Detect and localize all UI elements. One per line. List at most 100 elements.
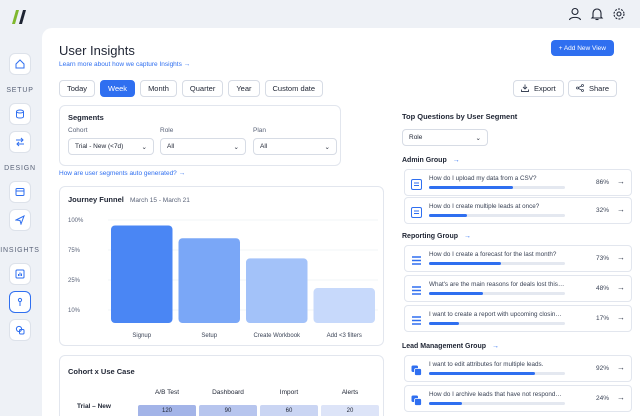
list-icon bbox=[411, 205, 422, 218]
role-value: All bbox=[167, 143, 175, 150]
funnel-bar[interactable] bbox=[111, 225, 173, 323]
layout-icon[interactable] bbox=[9, 181, 31, 203]
user-insights-icon[interactable] bbox=[9, 291, 31, 313]
top-bar bbox=[0, 0, 640, 32]
question-text: I want to create a report with upcoming … bbox=[429, 311, 565, 318]
question-pct: 24% bbox=[595, 395, 609, 402]
question-bar bbox=[429, 322, 565, 325]
page-title: User Insights bbox=[59, 43, 135, 58]
arrow-right-icon[interactable]: → bbox=[617, 283, 625, 292]
question-pct: 48% bbox=[595, 285, 609, 292]
question-row[interactable]: How do I archive leads that have not res… bbox=[404, 385, 632, 412]
left-rail: SETUP DESIGN INSIGHTS bbox=[0, 32, 40, 416]
tab-quarter[interactable]: Quarter bbox=[181, 80, 224, 97]
plan-select[interactable]: All ⌄ bbox=[253, 138, 337, 155]
tab-week[interactable]: Week bbox=[100, 80, 136, 97]
arrow-right-icon[interactable]: → bbox=[617, 363, 625, 372]
bell-icon[interactable] bbox=[590, 7, 604, 21]
group-admin[interactable]: Admin Group → bbox=[402, 157, 460, 164]
arrow-right-icon[interactable]: → bbox=[617, 253, 625, 262]
segments-title: Segments bbox=[68, 113, 104, 122]
funnel-bar[interactable] bbox=[246, 258, 308, 323]
question-row[interactable]: How do I create a forecast for the last … bbox=[404, 245, 632, 272]
user-icon[interactable] bbox=[568, 7, 582, 21]
cohort-select[interactable]: Trial - New (<7d) ⌄ bbox=[68, 138, 154, 155]
question-pct: 17% bbox=[595, 315, 609, 322]
export-label: Export bbox=[534, 84, 556, 93]
share-label: Share bbox=[589, 84, 610, 93]
funnel-bar[interactable] bbox=[313, 288, 376, 323]
cohort-cell[interactable]: 20 bbox=[321, 405, 379, 416]
question-bar-fill bbox=[429, 262, 502, 265]
role-label: Role bbox=[160, 127, 174, 134]
funnel-title: Journey Funnel bbox=[68, 195, 124, 204]
share-icon bbox=[576, 83, 584, 94]
question-text: How do I create a forecast for the last … bbox=[429, 251, 557, 258]
question-text: How do I upload my data from a CSV? bbox=[429, 175, 537, 182]
group-reporting[interactable]: Reporting Group → bbox=[402, 233, 471, 240]
chart-icon[interactable] bbox=[9, 263, 31, 285]
question-bar bbox=[429, 262, 565, 265]
cohort-cell[interactable]: 120 bbox=[138, 405, 196, 416]
question-pct: 32% bbox=[595, 207, 609, 214]
home-icon[interactable] bbox=[9, 53, 31, 75]
copy-search-icon[interactable] bbox=[9, 319, 31, 341]
logo-icon[interactable] bbox=[12, 9, 28, 30]
question-role-select[interactable]: Role ⌄ bbox=[402, 129, 488, 146]
gear-icon[interactable] bbox=[612, 7, 626, 21]
send-icon[interactable] bbox=[9, 209, 31, 231]
question-row[interactable]: How do I create multiple leads at once? … bbox=[404, 197, 632, 224]
add-new-view-button[interactable]: + Add New View bbox=[550, 40, 614, 56]
question-row[interactable]: I want to create a report with upcoming … bbox=[404, 305, 632, 332]
cohort-title: Cohort x Use Case bbox=[68, 367, 135, 376]
cohort-cell[interactable]: 90 bbox=[199, 405, 257, 416]
question-row[interactable]: How do I upload my data from a CSV? 86% … bbox=[404, 169, 632, 196]
main-panel: User Insights Learn more about how we ca… bbox=[42, 28, 640, 416]
question-bar bbox=[429, 292, 565, 295]
cohort-col-ab-test: A/B Test bbox=[154, 389, 180, 396]
rail-section-design: DESIGN bbox=[4, 165, 36, 172]
question-bar-fill bbox=[429, 402, 462, 405]
group-lead-management[interactable]: Lead Management Group → bbox=[402, 343, 500, 350]
sync-icon[interactable] bbox=[9, 131, 31, 153]
arrow-right-icon[interactable]: → bbox=[617, 313, 625, 322]
x-tick-label: Create Workbook bbox=[253, 333, 301, 339]
share-button[interactable]: Share bbox=[568, 80, 618, 97]
export-icon bbox=[521, 84, 529, 94]
database-icon[interactable] bbox=[9, 103, 31, 125]
date-range-tabs: Today Week Month Quarter Year Custom dat… bbox=[59, 80, 324, 97]
tab-month[interactable]: Month bbox=[140, 80, 177, 97]
report-icon bbox=[411, 313, 422, 325]
leads-icon bbox=[411, 393, 422, 406]
question-row[interactable]: What's are the main reasons for deals lo… bbox=[404, 275, 632, 302]
question-pct: 73% bbox=[595, 255, 609, 262]
question-text: How do I create multiple leads at once? bbox=[429, 203, 540, 210]
cohort-cell[interactable]: 60 bbox=[260, 405, 318, 416]
y-tick-label: 75% bbox=[68, 248, 81, 254]
cohort-col-alerts: Alerts bbox=[341, 389, 359, 396]
export-button[interactable]: Export bbox=[513, 80, 564, 97]
question-pct: 92% bbox=[595, 365, 609, 372]
rail-section-insights: INSIGHTS bbox=[0, 247, 40, 254]
question-bar bbox=[429, 372, 565, 375]
arrow-right-icon[interactable]: → bbox=[617, 205, 625, 214]
x-tick-label: Signup bbox=[132, 333, 151, 339]
arrow-right-icon[interactable]: → bbox=[617, 177, 625, 186]
question-bar bbox=[429, 402, 565, 405]
question-bar-fill bbox=[429, 372, 536, 375]
funnel-bar[interactable] bbox=[178, 238, 241, 323]
role-select[interactable]: All ⌄ bbox=[160, 138, 246, 155]
segments-card: Segments Cohort Role Plan Trial - New (<… bbox=[59, 105, 341, 166]
cohort-value: Trial - New (<7d) bbox=[75, 143, 124, 150]
question-bar-fill bbox=[429, 292, 484, 295]
arrow-right-icon[interactable]: → bbox=[617, 393, 625, 402]
leads-icon bbox=[411, 363, 422, 376]
learn-more-link[interactable]: Learn more about how we capture Insights… bbox=[59, 61, 191, 68]
question-row[interactable]: I want to edit attributes for multiple l… bbox=[404, 355, 632, 382]
tab-year[interactable]: Year bbox=[228, 80, 260, 97]
tab-custom-date[interactable]: Custom date bbox=[264, 80, 324, 97]
chevron-down-icon: ⌄ bbox=[475, 134, 481, 142]
tab-today[interactable]: Today bbox=[59, 80, 96, 97]
question-text: I want to edit attributes for multiple l… bbox=[429, 361, 544, 368]
segments-help-link[interactable]: How are user segments auto generated? → bbox=[59, 170, 186, 177]
